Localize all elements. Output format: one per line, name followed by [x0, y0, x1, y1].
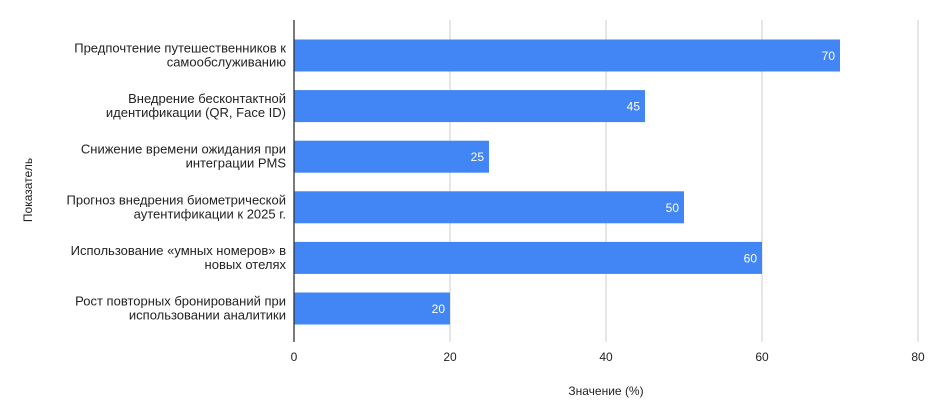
x-axis-title: Значение (%)	[568, 384, 643, 398]
data-label-5: 20	[432, 302, 446, 316]
bar-1	[294, 90, 645, 123]
x-tick-label-40: 40	[599, 350, 613, 364]
category-labels: Предпочтение путешественников к самообслу…	[67, 41, 287, 323]
category-label-0: Предпочтение путешественников к самообслу…	[74, 41, 286, 70]
bars: 70 45 25 50 60 20	[294, 39, 840, 325]
x-tick-label-60: 60	[755, 350, 769, 364]
bar-2	[294, 140, 489, 173]
bar-0	[294, 39, 840, 72]
category-label-4: Использование «умных номеров» в новых оте…	[71, 243, 287, 272]
bar-4	[294, 241, 762, 274]
x-tick-label-0: 0	[291, 350, 298, 364]
data-label-0: 70	[822, 49, 836, 63]
data-label-3: 50	[666, 201, 680, 215]
category-label-5: Рост повторных бронирований при использов…	[75, 294, 286, 323]
category-label-2: Снижение времени ожидания при интеграции …	[81, 142, 286, 171]
x-tick-label-80: 80	[911, 350, 925, 364]
bar-3	[294, 191, 684, 224]
grid-lines	[449, 20, 919, 342]
x-tick-label-20: 20	[443, 350, 457, 364]
data-label-4: 60	[744, 251, 758, 265]
x-tick-labels: 0 20 40 60 80	[291, 350, 925, 364]
category-label-1: Внедрение бесконтактной идентификации (QR…	[106, 91, 286, 120]
bar-5	[294, 292, 450, 325]
data-label-2: 25	[471, 150, 485, 164]
data-label-1: 45	[627, 100, 641, 114]
category-label-3: Прогноз внедрения биометрической аутентиф…	[67, 192, 287, 221]
y-axis-title: Показатель	[21, 158, 35, 222]
